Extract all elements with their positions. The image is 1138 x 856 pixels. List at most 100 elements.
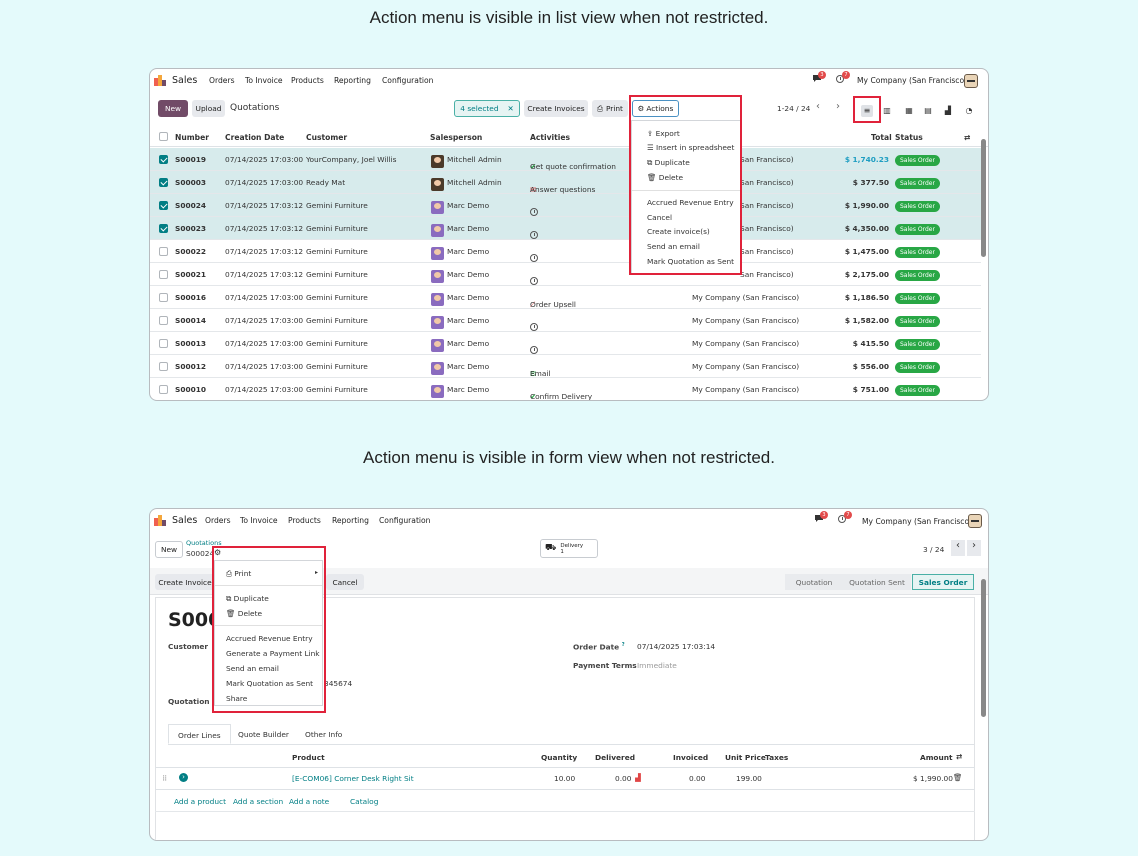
- table-row[interactable]: S00014 07/14/2025 17:03:00 Gemini Furnit…: [150, 309, 981, 332]
- line-unit-price[interactable]: 199.00: [736, 774, 762, 783]
- menu-item-accrued-revenue[interactable]: Accrued Revenue Entry: [226, 634, 313, 643]
- chat-icon[interactable]: 3: [814, 511, 828, 523]
- row-checkbox[interactable]: [159, 224, 168, 233]
- payment-terms-value[interactable]: Immediate: [637, 661, 677, 670]
- user-avatar[interactable]: [964, 74, 978, 88]
- pager-prev-icon[interactable]: ‹: [816, 101, 820, 112]
- table-row[interactable]: S00019 07/14/2025 17:03:00 YourCompany, …: [150, 148, 981, 171]
- pivot-view-icon[interactable]: ▤: [924, 106, 932, 115]
- order-date-value[interactable]: 07/14/2025 17:03:14: [637, 642, 716, 651]
- row-checkbox[interactable]: [159, 247, 168, 256]
- app-name[interactable]: Sales: [172, 75, 198, 86]
- col-creation-date[interactable]: Creation Date: [225, 133, 285, 142]
- menu-item-duplicate[interactable]: ⧉ Duplicate: [647, 158, 690, 168]
- menu-item-payment-link[interactable]: Generate a Payment Link: [226, 649, 320, 658]
- add-section-link[interactable]: Add a section: [233, 797, 284, 806]
- menu-reporting[interactable]: Reporting: [332, 516, 369, 525]
- col-taxes[interactable]: Taxes: [765, 753, 789, 762]
- col-salesperson[interactable]: Salesperson: [430, 133, 483, 142]
- row-checkbox[interactable]: [159, 293, 168, 302]
- selection-badge[interactable]: 4 selected ✕: [454, 100, 520, 117]
- menu-orders[interactable]: Orders: [205, 516, 231, 525]
- trash-icon[interactable]: 🗑: [953, 773, 963, 782]
- order-date-help[interactable]: ?: [621, 642, 625, 648]
- col-invoiced[interactable]: Invoiced: [673, 753, 709, 762]
- table-row[interactable]: S00016 07/14/2025 17:03:00 Gemini Furnit…: [150, 286, 981, 309]
- cancel-button[interactable]: Cancel: [326, 574, 364, 590]
- form-scrollbar[interactable]: [981, 579, 986, 717]
- list-view-icon[interactable]: ≡: [861, 105, 873, 117]
- col-status[interactable]: Status: [895, 133, 923, 142]
- menu-to-invoice[interactable]: To Invoice: [245, 76, 283, 85]
- tab-quote-builder[interactable]: Quote Builder: [238, 730, 289, 739]
- line-delivered[interactable]: 0.00: [615, 774, 632, 783]
- menu-orders[interactable]: Orders: [209, 76, 235, 85]
- menu-products[interactable]: Products: [288, 516, 321, 525]
- upload-button[interactable]: Upload: [192, 100, 225, 117]
- row-checkbox[interactable]: [159, 385, 168, 394]
- menu-item-export[interactable]: ⇪ Export: [647, 129, 680, 138]
- actions-button[interactable]: ⚙ Actions: [632, 100, 679, 117]
- sales-app-icon[interactable]: [154, 74, 166, 86]
- col-customer[interactable]: Customer: [306, 133, 348, 142]
- add-product-link[interactable]: Add a product: [174, 797, 226, 806]
- col-unit-price[interactable]: Unit Price: [725, 753, 766, 762]
- menu-products[interactable]: Products: [291, 76, 324, 85]
- clear-selection-icon[interactable]: ✕: [507, 104, 514, 113]
- activity-clock-icon[interactable]: 7: [838, 511, 852, 524]
- catalog-link[interactable]: Catalog: [350, 797, 379, 806]
- new-button[interactable]: New: [155, 541, 183, 558]
- new-button[interactable]: New: [158, 100, 188, 117]
- menu-item-send-email[interactable]: Send an email: [647, 242, 700, 251]
- table-row[interactable]: S00003 07/14/2025 17:03:00 Ready Mat Mit…: [150, 171, 981, 194]
- row-checkbox[interactable]: [159, 178, 168, 187]
- create-invoice-button[interactable]: Create Invoice: [155, 574, 215, 590]
- forecast-chart-icon[interactable]: ▟: [635, 773, 641, 782]
- column-settings-icon[interactable]: ⇄: [956, 752, 963, 761]
- table-row[interactable]: S00010 07/14/2025 17:03:00 Gemini Furnit…: [150, 378, 981, 400]
- menu-item-accrued-revenue[interactable]: Accrued Revenue Entry: [647, 198, 734, 207]
- graph-view-icon[interactable]: ▟: [944, 106, 952, 115]
- table-row[interactable]: S00013 07/14/2025 17:03:00 Gemini Furnit…: [150, 332, 981, 355]
- menu-item-insert-spreadsheet[interactable]: ☰ Insert in spreadsheet: [647, 143, 734, 152]
- pager-next-icon[interactable]: ›: [967, 540, 981, 556]
- pager-next-icon[interactable]: ›: [836, 101, 840, 112]
- column-settings-icon[interactable]: ⇄: [964, 133, 971, 142]
- delivery-smart-button[interactable]: ⛟ Delivery 1: [540, 539, 598, 558]
- activity-view-icon[interactable]: ◔: [965, 106, 973, 115]
- col-product[interactable]: Product: [292, 753, 325, 762]
- add-note-link[interactable]: Add a note: [289, 797, 330, 806]
- sales-app-icon[interactable]: [154, 514, 166, 526]
- row-checkbox[interactable]: [159, 201, 168, 210]
- menu-item-share[interactable]: Share: [226, 694, 248, 703]
- table-row[interactable]: S00021 07/14/2025 17:03:12 Gemini Furnit…: [150, 263, 981, 286]
- order-line-row[interactable]: ⠿ › [E-COM06] Corner Desk Right Sit 10.0…: [155, 768, 975, 790]
- col-activities[interactable]: Activities: [530, 133, 571, 142]
- menu-item-print[interactable]: ⎙ Print ▸: [226, 569, 318, 579]
- menu-to-invoice[interactable]: To Invoice: [240, 516, 278, 525]
- table-scrollbar[interactable]: [981, 139, 986, 257]
- status-sales-order[interactable]: Sales Order: [912, 574, 974, 590]
- status-quotation[interactable]: Quotation: [785, 574, 843, 590]
- line-product[interactable]: [E-COM06] Corner Desk Right Sit: [292, 774, 414, 783]
- tab-other-info[interactable]: Other Info: [305, 730, 343, 739]
- row-checkbox[interactable]: [159, 362, 168, 371]
- print-button[interactable]: ⎙ Print: [592, 100, 628, 117]
- drag-handle-icon[interactable]: ⠿: [162, 774, 168, 783]
- select-all-checkbox[interactable]: [159, 132, 168, 141]
- menu-item-mark-sent[interactable]: Mark Quotation as Sent: [226, 679, 314, 688]
- menu-reporting[interactable]: Reporting: [334, 76, 371, 85]
- row-checkbox[interactable]: [159, 316, 168, 325]
- create-invoices-button[interactable]: Create Invoices: [524, 100, 588, 117]
- line-quantity[interactable]: 10.00: [554, 774, 576, 783]
- row-checkbox[interactable]: [159, 339, 168, 348]
- company-name[interactable]: My Company (San Francisco): [862, 517, 973, 526]
- col-number[interactable]: Number: [175, 133, 210, 142]
- tab-order-lines[interactable]: Order Lines: [168, 724, 231, 744]
- table-row[interactable]: S00023 07/14/2025 17:03:12 Gemini Furnit…: [150, 217, 981, 240]
- menu-item-create-invoices[interactable]: Create invoice(s): [647, 227, 710, 236]
- menu-item-mark-sent[interactable]: Mark Quotation as Sent: [647, 257, 735, 266]
- col-quantity[interactable]: Quantity: [541, 753, 578, 762]
- product-configure-icon[interactable]: ›: [179, 773, 188, 782]
- menu-configuration[interactable]: Configuration: [382, 76, 434, 85]
